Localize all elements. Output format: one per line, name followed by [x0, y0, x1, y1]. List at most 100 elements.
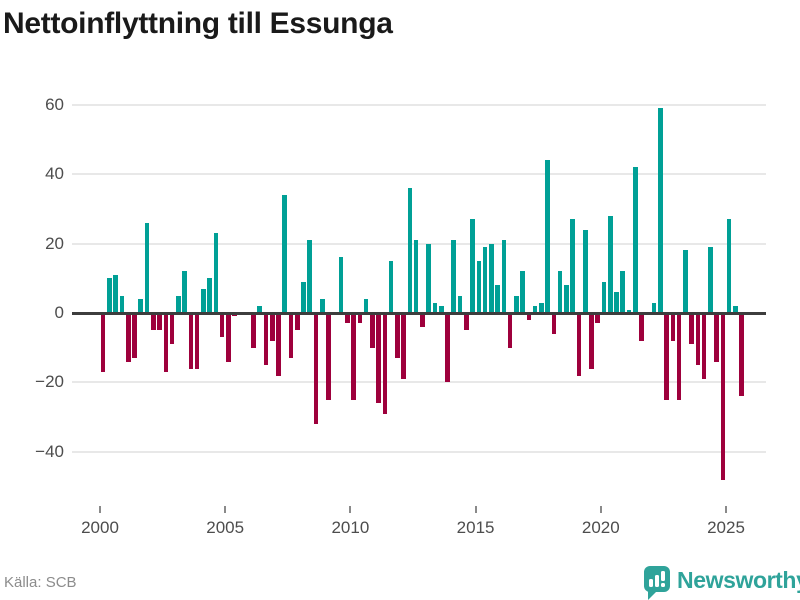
- bar: [683, 250, 688, 313]
- bar: [213, 233, 219, 313]
- bar: [651, 302, 657, 313]
- bar: [194, 313, 200, 369]
- bar: [426, 243, 431, 313]
- bar: [739, 313, 744, 397]
- x-axis-label: 2010: [331, 518, 370, 537]
- bar: [407, 187, 413, 313]
- bar: [150, 313, 156, 331]
- bar: [708, 247, 713, 313]
- bar: [445, 313, 450, 383]
- brand-name: Newsworthy: [677, 567, 800, 593]
- bar: [401, 313, 406, 379]
- y-axis-label: 60: [45, 94, 64, 114]
- bar: [726, 219, 732, 313]
- zero-baseline: [72, 312, 766, 315]
- bar: [507, 313, 513, 348]
- gridline: [72, 450, 766, 453]
- bar: [125, 313, 131, 362]
- bar: [676, 313, 682, 400]
- gridline: [72, 103, 766, 106]
- bar: [495, 285, 500, 313]
- bar: [714, 313, 719, 362]
- bar: [226, 313, 231, 362]
- bar: [564, 285, 569, 313]
- x-axis-label: 2020: [581, 518, 620, 537]
- bar: [570, 219, 575, 313]
- gridline: [72, 173, 766, 176]
- bar: [157, 313, 162, 331]
- x-axis-tick: [349, 506, 352, 513]
- bar: [639, 313, 644, 341]
- bar: [664, 313, 669, 400]
- bar: [307, 240, 313, 313]
- x-axis-label: 2000: [81, 518, 119, 537]
- bar: [113, 274, 118, 313]
- bar: [357, 313, 363, 324]
- bar: [100, 313, 106, 373]
- bar: [176, 295, 181, 313]
- bar: [351, 313, 356, 400]
- bar: [539, 302, 544, 313]
- bar: [257, 306, 262, 313]
- bar: [382, 313, 388, 414]
- bar: [526, 313, 532, 320]
- y-axis-label: 40: [45, 164, 64, 184]
- bar: [388, 260, 394, 313]
- bar: [620, 271, 626, 313]
- x-axis-label: 2015: [456, 518, 495, 537]
- pin-tail: [648, 591, 657, 600]
- bar: [288, 313, 294, 359]
- bar: [363, 299, 369, 313]
- y-axis-label: 20: [45, 233, 64, 253]
- bar: [432, 302, 438, 313]
- bar-chart-pin-icon: [644, 566, 670, 592]
- bar: [188, 313, 194, 369]
- bar: [132, 313, 137, 359]
- bar: [701, 313, 707, 379]
- bar: [514, 295, 519, 313]
- bar: [451, 240, 457, 313]
- x-axis-tick: [224, 506, 227, 513]
- x-axis-tick: [99, 506, 101, 513]
- bar: [689, 313, 694, 345]
- x-axis-label: 2005: [206, 518, 245, 537]
- source-label: Källa: SCB: [4, 574, 77, 591]
- y-axis-label: −20: [35, 372, 64, 392]
- bar: [601, 281, 607, 313]
- bar: [345, 313, 350, 324]
- bar: [219, 313, 225, 338]
- bar: [107, 278, 112, 313]
- x-axis-label: 2025: [707, 518, 745, 537]
- bar: [395, 313, 400, 359]
- bar: [589, 313, 594, 369]
- bar: [251, 313, 256, 348]
- bar: [614, 292, 619, 313]
- bar: [532, 306, 538, 313]
- bar: [457, 295, 463, 313]
- bar: [182, 271, 187, 313]
- bar: [119, 295, 125, 313]
- bar: [557, 271, 563, 313]
- bar: [470, 219, 475, 313]
- bar: [607, 215, 613, 313]
- bar: [144, 222, 150, 313]
- bar: [313, 313, 319, 425]
- bar: [595, 313, 601, 324]
- bar: [276, 313, 281, 376]
- bar: [545, 160, 550, 313]
- newsworthy-brand: Newsworthy: [644, 565, 800, 600]
- bar: [376, 313, 381, 404]
- bar: [626, 309, 632, 313]
- gridline: [72, 242, 766, 245]
- bar: [338, 257, 344, 313]
- bar: [201, 288, 206, 313]
- bar: [695, 313, 701, 366]
- bar: [489, 243, 494, 313]
- y-axis-label: −40: [35, 441, 64, 461]
- bar: [282, 194, 288, 313]
- bar: [420, 313, 425, 327]
- bar: [320, 299, 325, 313]
- bar: [370, 313, 375, 348]
- y-axis-label: 0: [54, 303, 64, 322]
